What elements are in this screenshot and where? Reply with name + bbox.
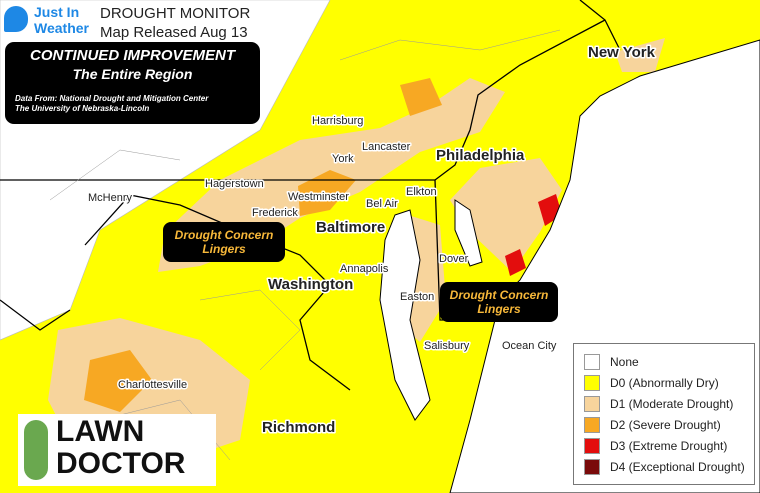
legend-swatch [584,374,600,391]
city-label: Washington [268,276,353,293]
city-label: Salisbury [424,340,470,352]
city-label: Charlottesville [118,379,187,391]
subheadline: The Entire Region [72,66,193,82]
legend-label: D2 (Severe Drought) [610,417,721,432]
legend-item: D0 (Abnormally Dry) [584,372,754,393]
city-label: McHenry [88,192,133,204]
legend-item: D3 (Extreme Drought) [584,435,754,456]
d2-regions [84,78,442,412]
city-label: Annapolis [340,263,389,275]
d3-region [505,249,526,276]
border [434,19,606,181]
legend-label: D3 (Extreme Drought) [610,438,728,453]
callout: Drought Concern Lingers [163,222,285,262]
source: Data From: National Drought and Mitigati… [15,94,209,103]
legend-swatch [584,353,600,370]
sponsor-line: DOCTOR [56,447,186,480]
city-label: Ocean City [502,340,557,352]
sponsor-logo: LAWN DOCTOR [18,414,216,486]
headline: CONTINUED IMPROVEMENT [29,47,235,64]
city-label: Baltimore [316,219,385,236]
chesapeake-bay [379,209,431,421]
legend-label: D4 (Exceptional Drought) [610,459,745,474]
callout: Drought Concern Lingers [440,282,558,322]
map-title: DROUGHT MONITOR [100,5,250,22]
legend-swatch [584,416,600,433]
border [84,194,351,391]
city-label: New York [588,44,656,61]
city-label: Hagerstown [205,178,264,190]
city-label: Philadelphia [436,147,525,164]
legend-swatch [584,458,600,475]
legend-swatch [584,395,600,412]
city-label: Lancaster [362,141,411,153]
source: The University of Nebraska-Lincoln [15,104,150,113]
city-label: Bel Air [366,198,398,210]
sponsor-line: LAWN [56,415,145,448]
map-subtitle: Map Released Aug 13 [100,24,248,41]
legend-item: D4 (Exceptional Drought) [584,456,754,477]
legend-item: D1 (Moderate Drought) [584,393,754,414]
brand-name: Just In Weather [34,4,89,36]
brand-logo: Just In Weather [4,2,94,40]
county-line [339,29,561,61]
d1-region [615,38,665,72]
brand-line: Weather [34,20,89,36]
legend-swatch [584,437,600,454]
county-line [199,289,301,371]
d1-region [450,158,562,272]
county-line [49,149,181,201]
logo-icon [4,6,28,32]
city-label: Frederick [252,207,298,219]
border [0,299,71,331]
legend: None D0 (Abnormally Dry) D1 (Moderate Drou… [573,343,755,485]
sponsor-icon [24,420,48,480]
legend-label: D0 (Abnormally Dry) [610,375,719,390]
city-labels: New York Harrisburg Lancaster York Philadelp… [87,43,658,438]
legend-label: None [610,354,639,369]
city-label: Easton [400,291,434,303]
city-label: Richmond [262,419,335,436]
brand-line: Just In [34,4,80,20]
delaware-bay [454,199,483,267]
d2-region [298,170,356,216]
summary-box: CONTINUED IMPROVEMENT The Entire Region … [5,42,260,124]
legend-item: D2 (Severe Drought) [584,414,754,435]
legend-item: None [584,351,754,372]
border [579,0,621,51]
d2-region [400,78,442,116]
city-label: York [332,153,354,165]
city-label: Harrisburg [312,115,363,127]
sponsor-name: LAWN DOCTOR [56,416,185,480]
city-label: Dover [439,253,469,265]
city-label: Westminster [288,191,349,203]
city-label: Elkton [406,186,437,198]
d2-region [84,350,152,412]
legend-label: D1 (Moderate Drought) [610,396,734,411]
